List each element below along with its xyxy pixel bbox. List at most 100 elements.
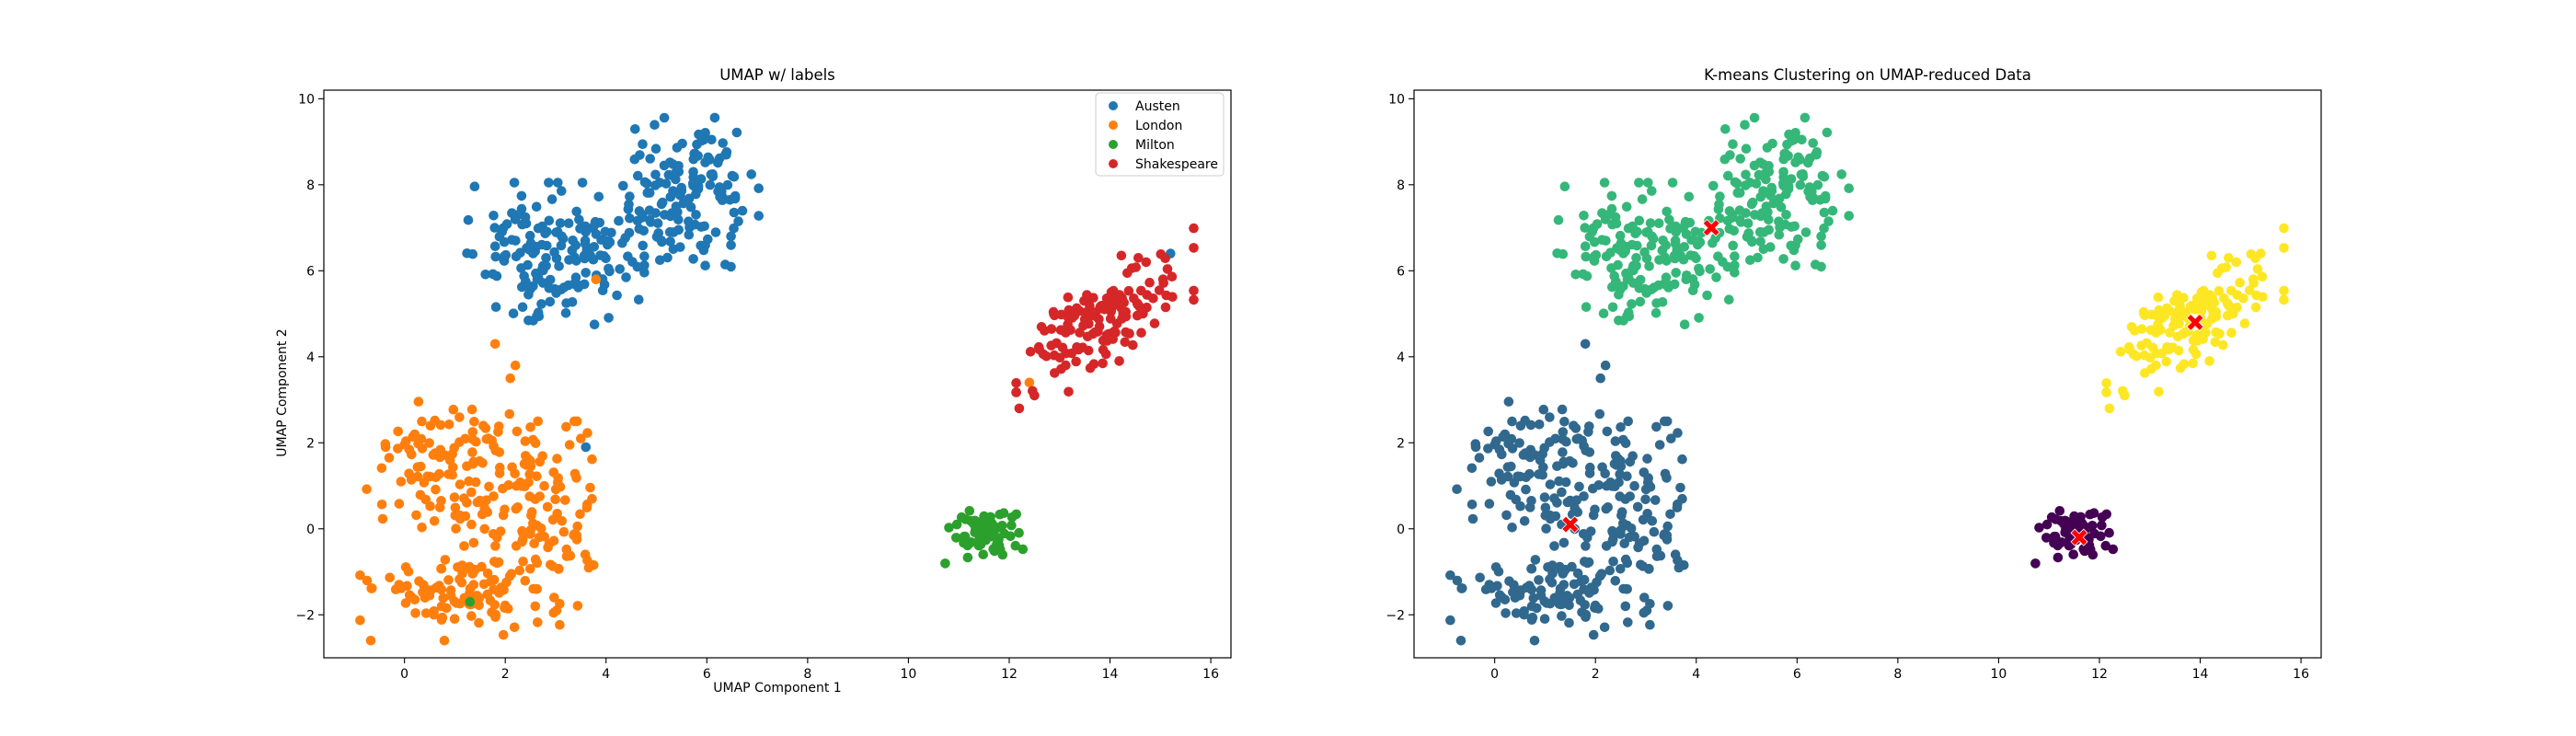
data-point [1627,239,1638,250]
data-point [1694,313,1704,323]
data-point [966,537,977,547]
data-point [1467,513,1478,524]
data-point [1611,276,1621,287]
legend-marker-shakespeare [1109,159,1118,168]
data-point [1819,223,1829,234]
data-point [1675,482,1685,493]
data-point [454,412,465,422]
data-point [1610,481,1620,491]
data-point [1011,387,1021,397]
data-point [710,227,721,237]
data-point [1665,224,1675,234]
data-point [555,218,566,228]
data-point [467,427,478,437]
y-tick-label: 10 [298,92,315,107]
data-point [2207,314,2217,324]
data-point [589,242,600,252]
data-point [1741,180,1751,190]
data-point [656,199,667,210]
x-tick-label: 4 [1692,667,1700,682]
data-point [2041,533,2052,543]
data-point [448,404,459,415]
data-point [1705,264,1715,274]
data-point [2068,549,2078,559]
data-point [1501,608,1511,618]
y-tick-label: 2 [1397,436,1405,451]
data-point [1066,348,1077,359]
data-point [1662,206,1672,217]
data-point [524,491,535,501]
data-point [546,194,558,204]
left-series-2 [465,506,1029,607]
data-point [1764,214,1774,225]
data-point [430,448,441,458]
data-point [1673,428,1683,438]
data-point [2256,248,2266,259]
data-point [498,223,509,234]
data-point [1728,139,1738,149]
data-point [1154,285,1165,295]
data-point [612,290,622,301]
data-point [469,181,480,191]
data-point [1132,298,1143,309]
data-point [1789,221,1800,232]
data-point [1545,412,1555,422]
legend-marker-austen [1109,101,1118,110]
data-point [411,510,421,521]
data-point [466,487,477,498]
data-point [646,217,656,227]
data-point [1579,491,1589,501]
data-point [2188,358,2198,369]
data-point [1103,299,1113,310]
data-point [621,272,631,282]
data-point [483,433,494,443]
data-point [437,612,448,623]
data-point [1561,436,1571,447]
data-point [355,615,365,626]
data-point [530,438,541,449]
data-point [2204,356,2214,366]
data-point [662,252,673,263]
data-point [463,214,474,225]
data-point [1581,251,1591,262]
data-point [994,540,1005,550]
data-point [1654,440,1665,450]
data-point [2126,322,2137,332]
data-point [593,191,604,202]
data-point [746,169,756,179]
data-point [505,373,515,384]
data-point [525,529,535,539]
data-point [1629,480,1639,491]
data-point [1660,468,1671,479]
data-point [1572,568,1583,579]
data-point [1131,262,1141,272]
left-series-3 [1011,223,1199,414]
data-point [1445,615,1455,626]
data-point [512,426,523,437]
data-point [1774,229,1785,240]
left-y-axis-label: UMAP Component 2 [275,328,290,456]
data-point [1589,585,1599,595]
x-tick-label: 10 [901,667,917,682]
data-point [1800,112,1811,123]
data-point [1529,450,1540,460]
data-point [1595,373,1605,384]
data-point [1680,216,1691,227]
data-point [1622,311,1632,321]
data-point [1520,448,1531,458]
data-point [2252,264,2263,274]
data-point [2199,285,2209,296]
data-point [733,216,743,226]
data-point [2210,337,2221,348]
data-point [417,416,427,427]
data-point [1657,297,1668,307]
data-point [1627,451,1638,462]
data-point [557,516,568,526]
data-point [535,491,545,501]
data-point [1011,509,1021,520]
data-point [2089,528,2099,539]
y-tick-label: 0 [1397,523,1405,537]
data-point [1511,608,1522,618]
data-point [541,253,551,263]
data-point [625,213,635,224]
